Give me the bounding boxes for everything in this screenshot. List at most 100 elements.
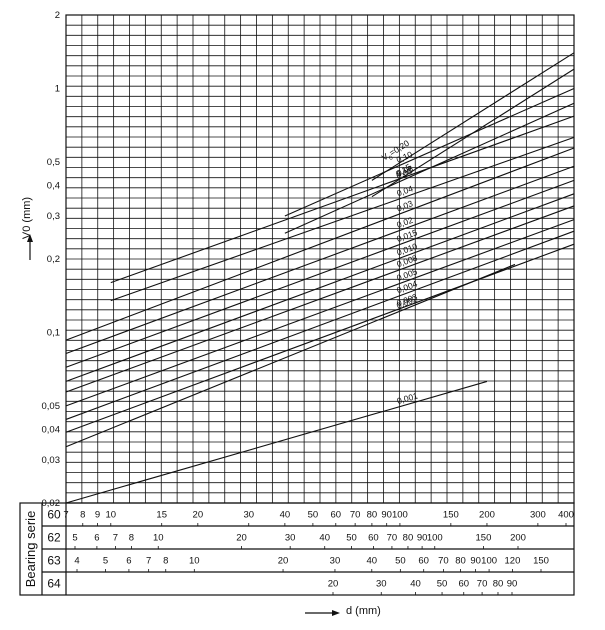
bearing-scale-label: 6 — [126, 556, 131, 567]
bearing-scale-label: 60 — [368, 533, 379, 544]
curve-line — [65, 219, 575, 407]
bearing-scale-label: 300 — [530, 510, 546, 521]
y-tick-label: 0,1 — [47, 327, 60, 338]
curve-line — [371, 52, 575, 181]
bearing-scale-label: 20 — [278, 556, 289, 567]
bearing-scale-label: 7 — [146, 556, 151, 567]
bearing-scale-label: 30 — [243, 510, 254, 521]
bearing-scale-label: 8 — [163, 556, 168, 567]
curve-line — [65, 380, 488, 504]
x-axis-title: d (mm) — [346, 605, 381, 617]
curve-label-text: 0,04 — [395, 183, 414, 198]
bearing-scale-label: 50 — [308, 510, 319, 521]
bearing-serie-label: 63 — [47, 554, 61, 568]
bearing-scale-label: 60 — [330, 510, 341, 521]
bearing-scale-label: 8 — [80, 510, 85, 521]
bearing-scale-label: 10 — [105, 510, 116, 521]
curve-line — [65, 147, 575, 341]
curve-label: 0,04 — [395, 183, 414, 198]
bearing-scale-label: 7 — [63, 510, 68, 521]
y-axis-title-text: V0 (mm) — [21, 197, 33, 239]
bearing-scale-label: 30 — [285, 533, 296, 544]
y-tick-label: 0,2 — [47, 254, 60, 265]
y-tick-label: 0,05 — [42, 401, 61, 412]
y-axis-title: V0 (mm) — [21, 197, 33, 239]
bearing-title: Bearing serie — [23, 511, 38, 588]
bearing-serie-label: 60 — [47, 508, 61, 522]
curve-line — [65, 193, 575, 382]
bearing-scale-label: 150 — [443, 510, 459, 521]
bearing-scale-label: 70 — [387, 533, 398, 544]
bearing-scale-label: 50 — [437, 579, 448, 590]
curve-layer — [65, 52, 575, 504]
bearing-scale-label: 10 — [189, 556, 200, 567]
curve-label-text: 0,03 — [395, 198, 414, 213]
bearing-scale-label: 90 — [470, 556, 481, 567]
y-tick-label: 0,03 — [42, 455, 61, 466]
bearing-scale-label: 90 — [507, 579, 518, 590]
bearing-scale-label: 50 — [395, 556, 406, 567]
y-tick-label: 0,04 — [42, 425, 61, 436]
y-tick-label: 1 — [55, 83, 60, 94]
bearing-scale-label: 80 — [367, 510, 378, 521]
bearing-scale-label: 40 — [366, 556, 377, 567]
bearing-scale-label: 4 — [74, 556, 79, 567]
bearing-scale-label: 8 — [129, 533, 134, 544]
y-tick-label: 0,5 — [47, 157, 60, 168]
curve-line — [110, 136, 575, 302]
bearing-scale-label: 150 — [476, 533, 492, 544]
bearing-scale-label: 5 — [103, 556, 108, 567]
bearing-scale-label: 60 — [418, 556, 429, 567]
bearing-scale-label: 40 — [280, 510, 291, 521]
bearing-scale-label: 50 — [346, 533, 357, 544]
bearing-scale-label: 20 — [193, 510, 204, 521]
bearing-scale-label: 80 — [403, 533, 414, 544]
v0-symbol: V — [380, 151, 390, 163]
y-tick-labels: 210,50,40,30,20,10,050,040,030,02 — [42, 10, 61, 509]
bearing-scale-label: 90 — [417, 533, 428, 544]
bearing-scale-label: 40 — [410, 579, 421, 590]
curve-line — [65, 230, 575, 420]
bearing-scale-label: 70 — [350, 510, 361, 521]
bearing-scale-label: 40 — [319, 533, 330, 544]
bearing-scale-label: 80 — [455, 556, 466, 567]
bearing-serie-label: 62 — [47, 531, 61, 545]
grid-layer — [65, 14, 575, 504]
bearing-scale-label: 9 — [95, 510, 100, 521]
bearing-scale-label: 20 — [328, 579, 339, 590]
x-axis-arrow — [305, 610, 340, 616]
curve-line — [65, 263, 516, 448]
bearing-scale-label: 100 — [392, 510, 408, 521]
curve-line — [65, 165, 575, 354]
bearing-scale-label: 20 — [236, 533, 247, 544]
curve-line — [110, 115, 575, 284]
bearing-scale-label: 200 — [479, 510, 495, 521]
curve-line — [65, 179, 575, 368]
bearing-scale-label: 100 — [481, 556, 497, 567]
bearing-scale-label: 200 — [510, 533, 526, 544]
bearing-scale-label: 70 — [438, 556, 449, 567]
curve-label: 0,03 — [395, 198, 414, 213]
bearing-serie-table: Bearing serie 60 7 8 9 10 15 20 30 40 50 60 70 80 90 10… — [19, 502, 575, 596]
bearing-scale-label: 100 — [427, 533, 443, 544]
bearing-scale-label: 60 — [458, 579, 469, 590]
bearing-scale-label: 10 — [153, 533, 164, 544]
bearing-scale-label: 7 — [113, 533, 118, 544]
bearing-scale-label: 15 — [156, 510, 167, 521]
bearing-scale-label: 400 — [558, 510, 574, 521]
bearing-scale-label: 120 — [505, 556, 521, 567]
y-tick-label: 2 — [55, 10, 60, 21]
bearing-scale-label: 80 — [493, 579, 504, 590]
bearing-scale-label: 150 — [533, 556, 549, 567]
bearing-title-text: Bearing serie — [23, 511, 38, 588]
curve-line — [65, 205, 575, 393]
curve-line — [284, 87, 575, 217]
bearing-scale-label: 70 — [477, 579, 488, 590]
curve-line — [65, 243, 575, 433]
y-tick-label: 0,4 — [47, 181, 60, 192]
bearing-scale-label: 90 — [381, 510, 392, 521]
bearing-scale-label: 6 — [94, 533, 99, 544]
bearing-scale-label: 5 — [72, 533, 77, 544]
